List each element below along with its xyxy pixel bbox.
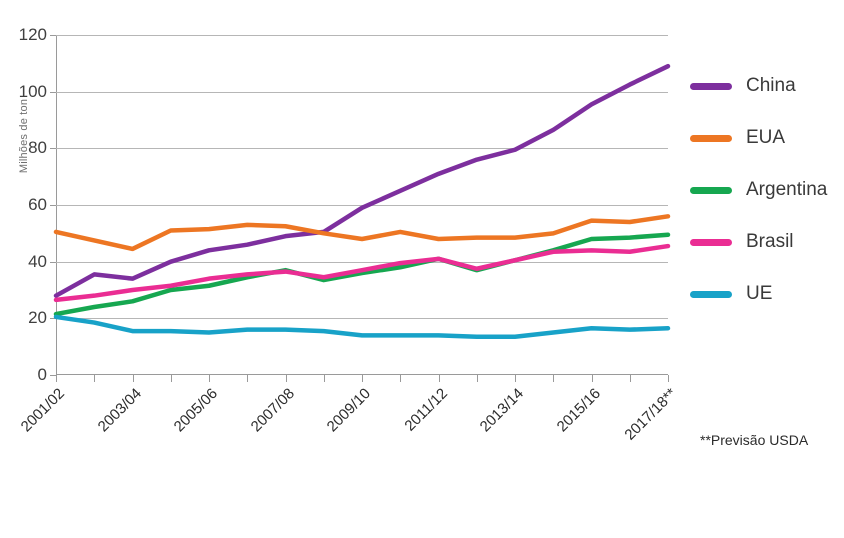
legend-swatch-icon — [690, 186, 732, 194]
x-tick-mark — [476, 375, 478, 382]
x-tick-mark — [285, 375, 287, 382]
x-tick-label: 2007/08 — [247, 385, 298, 436]
legend-item-eua[interactable]: EUA — [690, 112, 840, 164]
legend-swatch-icon — [690, 238, 732, 246]
legend-item-brasil[interactable]: Brasil — [690, 216, 840, 268]
x-tick-mark — [553, 375, 555, 382]
x-tick-label: 2017/18** — [621, 385, 681, 444]
legend-item-ue[interactable]: UE — [690, 268, 840, 320]
x-tick-label: 2013/14 — [476, 385, 528, 436]
y-tick-label: 80 — [28, 138, 47, 158]
legend-swatch-icon — [690, 134, 732, 142]
legend-swatch-icon — [690, 82, 732, 90]
gridline — [56, 91, 668, 93]
x-tick-mark — [591, 375, 593, 382]
series-line-argentina — [53, 232, 671, 317]
x-axis-line — [56, 374, 668, 375]
x-tick-mark — [629, 375, 631, 382]
series-line-china — [53, 63, 671, 298]
y-tick-label: 60 — [28, 195, 47, 214]
y-tick-label: 0 — [37, 365, 47, 384]
gridline — [56, 261, 668, 263]
x-tick-label: 2003/04 — [94, 385, 145, 436]
series-line-brasil — [53, 243, 671, 303]
legend-item-china[interactable]: China — [690, 60, 840, 112]
series-line-ue — [53, 314, 671, 339]
x-tick-label: 2011/12 — [400, 385, 451, 435]
x-tick-mark — [668, 375, 669, 382]
y-tick-mark — [50, 35, 56, 36]
series-line-eua — [53, 214, 671, 252]
gridline — [56, 35, 668, 36]
legend-item-argentina[interactable]: Argentina — [690, 164, 840, 216]
legend-label: EUA — [746, 127, 786, 148]
legend-label: China — [746, 75, 796, 96]
y-tick-mark — [50, 261, 56, 263]
series-layer — [53, 63, 671, 339]
y-tick-mark — [50, 91, 56, 93]
legend-swatch-icon — [690, 290, 732, 298]
footnote: **Previsão USDA — [700, 432, 809, 448]
x-tick-mark — [170, 375, 172, 382]
legend-label: UE — [746, 283, 773, 304]
x-tick-label: 2015/16 — [553, 385, 604, 436]
y-tick-mark — [50, 375, 56, 376]
x-tick-mark — [247, 375, 249, 382]
y-tick-mark — [50, 318, 56, 320]
y-tick-mark — [50, 148, 56, 150]
gridline — [56, 318, 668, 320]
x-tick-mark — [94, 375, 96, 382]
plot-area: 0 20 40 60 80 100 120 2001/02 2003/04 2005/06 200… — [18, 25, 680, 444]
x-tick-mark — [515, 375, 516, 382]
x-tick-mark — [400, 375, 402, 382]
legend-label: Argentina — [746, 179, 828, 200]
chart-legend: China EUA Argentina Brasil UE — [690, 60, 840, 320]
line-chart: Milhões de ton 0 20 40 60 80 100 120 2001/02 20… — [18, 25, 840, 448]
x-tick-mark — [438, 375, 440, 382]
x-tick-mark — [209, 375, 210, 382]
y-tick-label: 120 — [18, 25, 47, 44]
x-tick-mark — [132, 375, 134, 382]
y-tick-label: 40 — [28, 251, 47, 271]
x-tick-label: 2009/10 — [323, 385, 375, 436]
x-tick-mark — [323, 375, 325, 382]
gridline — [56, 148, 668, 150]
x-tick-mark — [56, 375, 57, 382]
y-tick-mark — [50, 205, 56, 206]
x-tick-mark — [362, 375, 363, 382]
legend-label: Brasil — [746, 231, 794, 252]
y-tick-label: 20 — [28, 308, 47, 328]
x-tick-label: 2005/06 — [170, 385, 222, 436]
y-tick-label: 100 — [18, 81, 47, 101]
